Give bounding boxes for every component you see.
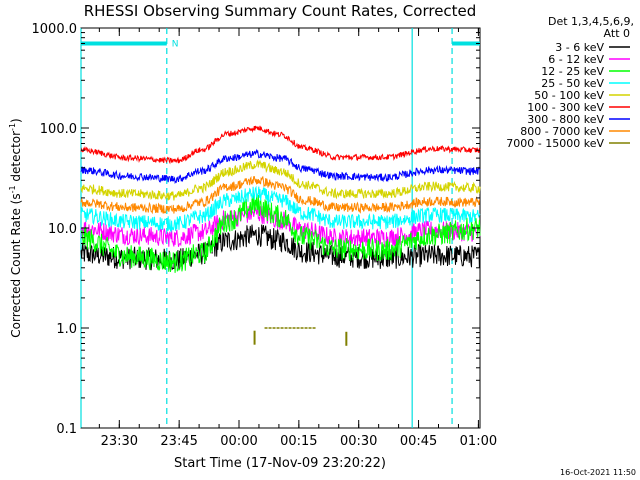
legend-label-6-12-kev: 6 - 12 keV <box>548 53 604 66</box>
series-line-100-300-kev <box>80 125 481 165</box>
y-axis-label-sup2: -1 <box>8 123 17 131</box>
y-tick-label: 10.0 <box>48 222 77 237</box>
x-tick-label: 00:45 <box>400 434 437 449</box>
y-tick-label: 1000.0 <box>32 22 78 37</box>
legend-label-3-6-kev: 3 - 6 keV <box>555 41 604 54</box>
y-axis-label: Corrected Count Rate (s-1 detector-1) <box>8 118 23 337</box>
y-tick-label: 0.1 <box>56 422 77 437</box>
y-axis-label-sup1: -1 <box>8 185 17 193</box>
x-tick-label: 23:45 <box>160 434 197 449</box>
y-tick-label: 1.0 <box>56 322 77 337</box>
legend-label-12-25-kev: 12 - 25 keV <box>541 65 604 78</box>
y-tick-label: 100.0 <box>40 122 77 137</box>
plot-area: N <box>80 27 481 429</box>
x-tick-label: 23:30 <box>101 434 138 449</box>
x-tick-label: 01:00 <box>460 434 497 449</box>
saa-marker: N <box>172 39 179 49</box>
series-line-12-25-kev <box>80 194 481 273</box>
series-line-3-6-kev <box>80 224 481 272</box>
timestamp: 16-Oct-2021 11:50 <box>560 468 636 477</box>
y-axis-label-end: ) <box>9 118 23 123</box>
series-line-800-7000-kev <box>80 175 481 215</box>
legend-label-100-300-kev: 100 - 300 keV <box>527 101 604 114</box>
series-line-25-50-kev <box>80 185 481 233</box>
y-axis: 1000.0 100.0 10.0 1.0 0.1 <box>32 22 480 437</box>
legend-label-7000-15000-kev: 7000 - 15000 keV <box>506 137 604 150</box>
chart-title: RHESSI Observing Summary Count Rates, Co… <box>84 2 477 20</box>
x-tick-label: 00:15 <box>280 434 317 449</box>
legend-label-25-50-kev: 25 - 50 keV <box>541 77 604 90</box>
series-line-300-800-kev <box>80 148 481 185</box>
y-axis-label-mid: detector <box>9 131 23 186</box>
legend-label-800-7000-kev: 800 - 7000 keV <box>520 125 604 138</box>
y-axis-label-main: Corrected Count Rate (s <box>9 193 23 337</box>
x-axis: 23:30 23:45 00:00 00:15 00:30 00:45 01:00 <box>98 28 497 449</box>
legend-label-50-100-kev: 50 - 100 keV <box>534 89 604 102</box>
legend-label-300-800-kev: 300 - 800 keV <box>527 113 604 126</box>
x-tick-label: 00:00 <box>220 434 257 449</box>
x-tick-label: 00:30 <box>340 434 377 449</box>
x-axis-label: Start Time (17-Nov-09 23:20:22) <box>174 456 386 471</box>
legend-header-line1: Det 1,3,4,5,6,9, <box>548 15 634 28</box>
series-line-50-100-kev <box>80 159 481 201</box>
legend-header-line2: Att 0 <box>604 27 630 40</box>
